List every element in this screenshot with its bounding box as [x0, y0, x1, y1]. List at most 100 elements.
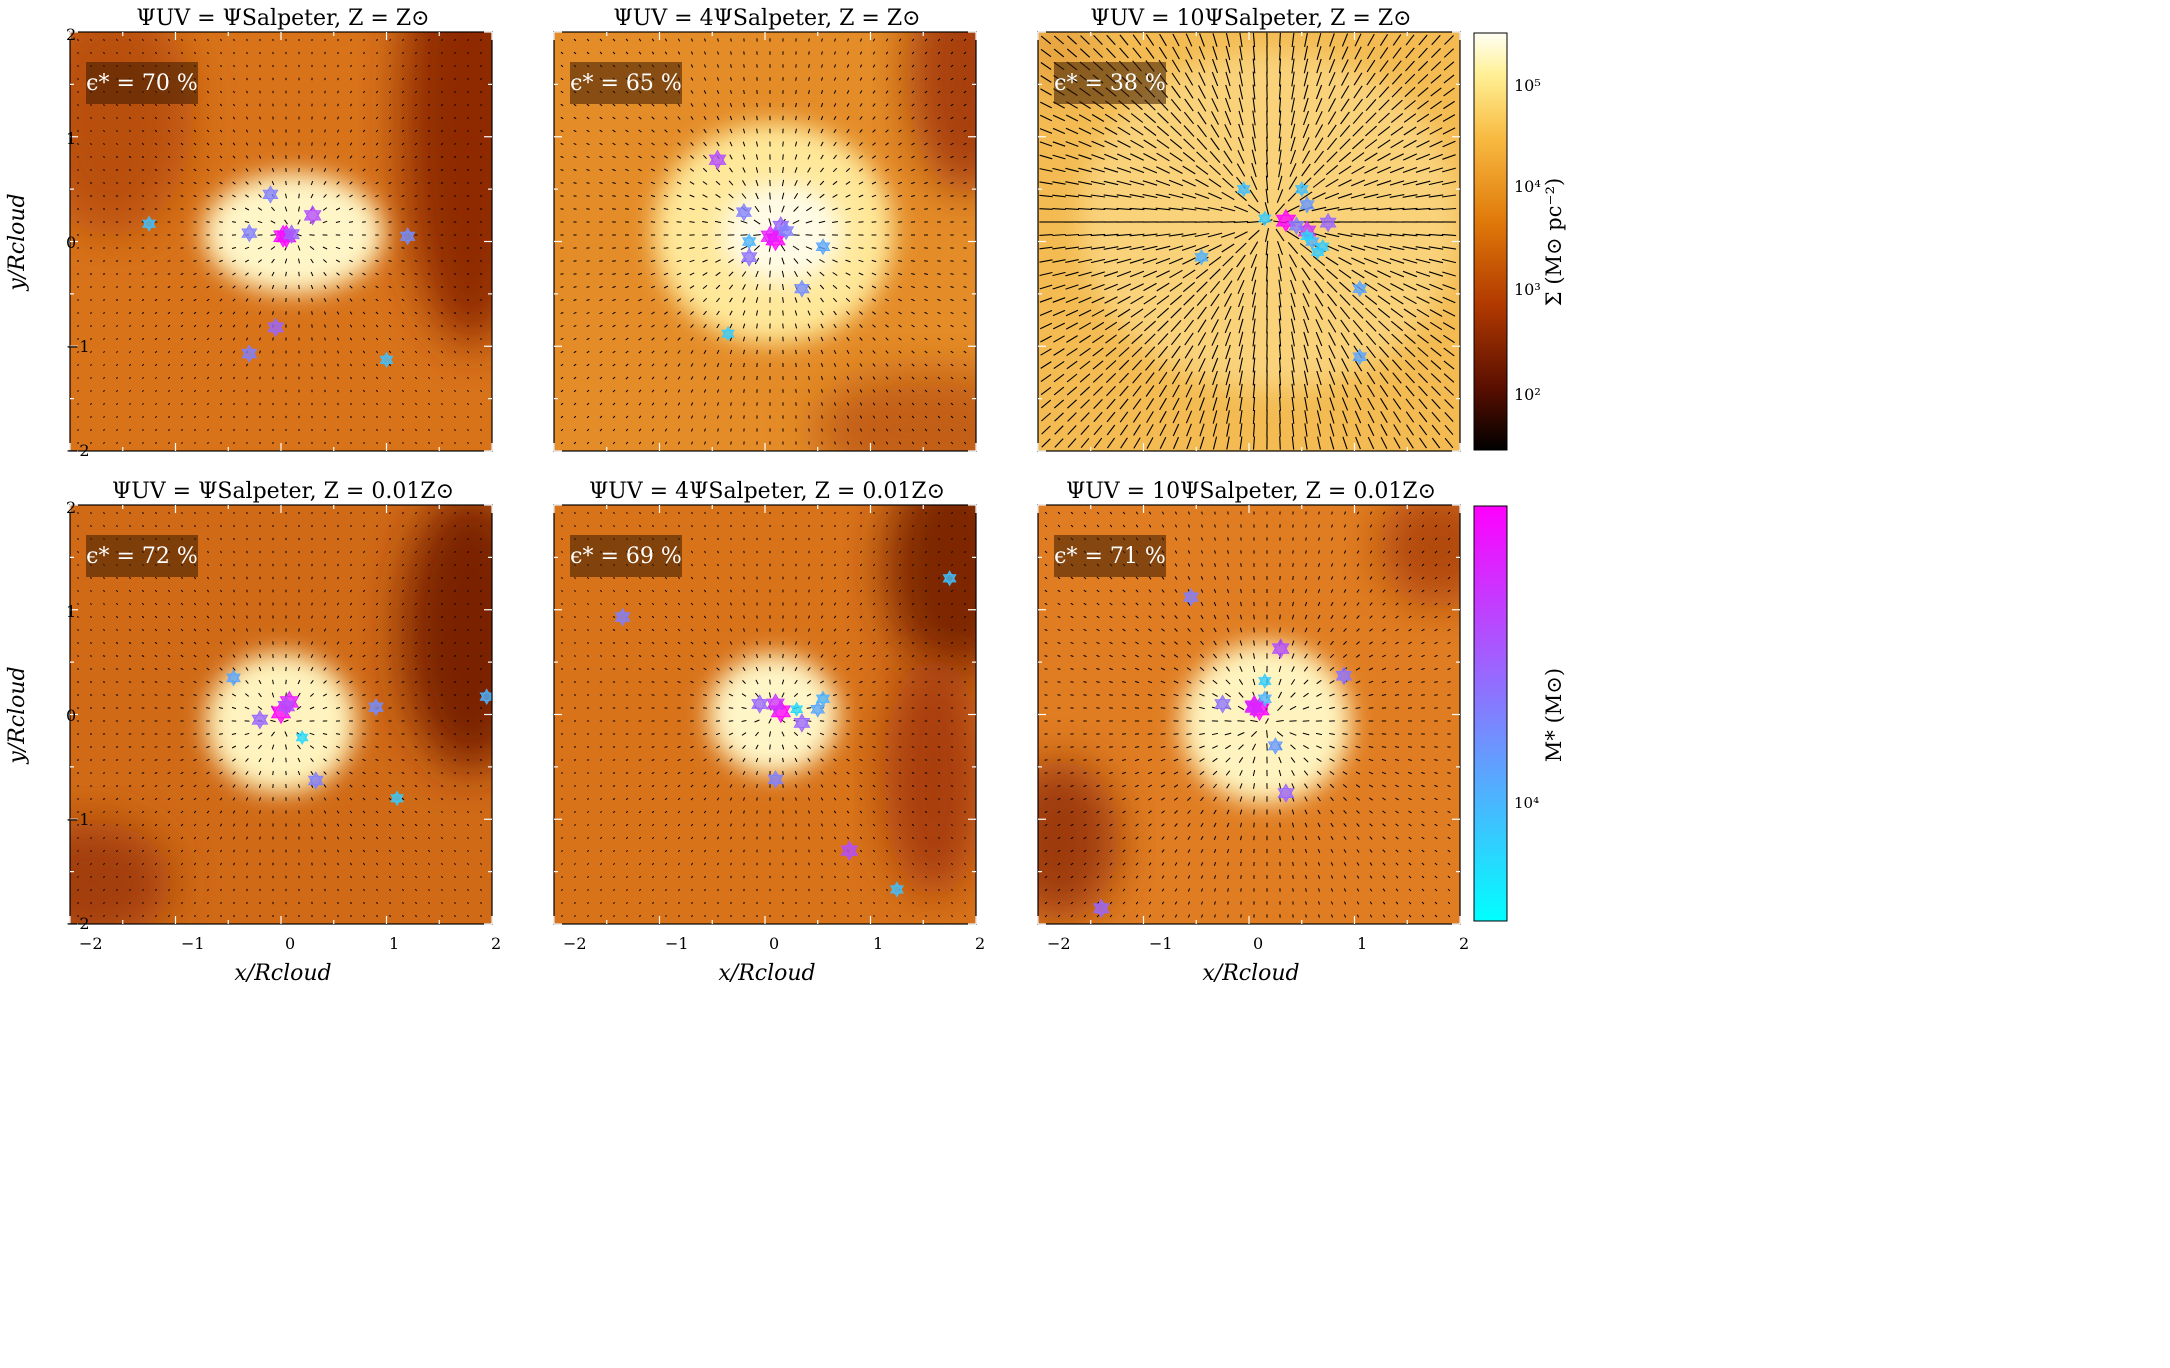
velocity-vector [1389, 166, 1405, 174]
velocity-vector [859, 694, 863, 696]
velocity-vector [206, 641, 210, 645]
velocity-vector [466, 876, 470, 878]
velocity-vector [560, 376, 564, 380]
velocity-vector [1093, 424, 1103, 436]
velocity-vector [1239, 58, 1243, 74]
velocity-vector [414, 888, 418, 892]
velocity-vector [651, 350, 655, 354]
velocity-vector [1130, 308, 1144, 318]
velocity-vector [924, 590, 928, 592]
velocity-vector [1239, 32, 1243, 48]
velocity-vector [218, 733, 224, 735]
velocity-vector [1429, 113, 1443, 123]
velocity-vector [1328, 71, 1336, 87]
velocity-vector [782, 141, 784, 147]
velocity-vector [1324, 192, 1340, 200]
velocity-vector [193, 350, 197, 354]
velocity-vector [206, 376, 210, 380]
velocity-vector [350, 402, 352, 406]
velocity-vector [743, 89, 745, 95]
velocity-vector [1417, 73, 1429, 85]
velocity-vector [1415, 180, 1431, 186]
velocity-vector [207, 415, 209, 419]
velocity-vector [349, 116, 353, 120]
velocity-vector [1365, 112, 1377, 124]
velocity-vector [846, 103, 850, 107]
velocity-vector [414, 64, 418, 68]
velocity-vector [375, 272, 379, 276]
velocity-vector [388, 771, 392, 775]
velocity-vector [729, 615, 733, 619]
velocity-vector [270, 731, 276, 737]
velocity-vector [154, 681, 158, 683]
velocity-vector [259, 337, 261, 341]
velocity-vector [401, 77, 405, 81]
velocity-vector [1265, 188, 1269, 204]
velocity-vector [89, 850, 93, 852]
velocity-vector [401, 654, 405, 658]
velocity-vector [89, 889, 93, 891]
velocity-vector [1313, 268, 1325, 280]
velocity-vector [362, 129, 366, 133]
velocity-vector [1252, 84, 1256, 100]
velocity-vector [1198, 72, 1206, 86]
velocity-vector [1091, 271, 1105, 277]
velocity-vector [310, 757, 314, 763]
velocity-vector [806, 271, 812, 277]
velocity-vector [1327, 111, 1337, 125]
velocity-vector [90, 52, 92, 54]
velocity-vector [924, 441, 928, 445]
velocity-vector [441, 402, 443, 406]
velocity-vector [1226, 410, 1230, 424]
velocity-vector [1066, 335, 1078, 343]
velocity-vector [1303, 58, 1309, 74]
velocity-vector [466, 403, 470, 405]
velocity-vector [884, 208, 890, 210]
velocity-vector [232, 324, 236, 328]
velocity-vector [440, 785, 444, 787]
velocity-vector [102, 772, 106, 774]
velocity-vector [1211, 84, 1219, 100]
velocity-vector [441, 524, 443, 528]
velocity-vector [743, 389, 745, 393]
velocity-vector [938, 511, 940, 515]
velocity-vector [258, 770, 262, 776]
velocity-vector [560, 299, 564, 301]
velocity-vector [924, 550, 928, 554]
velocity-vector [466, 117, 470, 119]
velocity-vector [193, 168, 197, 172]
velocity-vector [154, 116, 158, 120]
velocity-vector [180, 836, 184, 840]
velocity-vector [1194, 232, 1210, 238]
velocity-vector [167, 311, 171, 315]
velocity-vector [1278, 331, 1282, 347]
velocity-vector [832, 246, 838, 250]
velocity-vector [963, 299, 967, 301]
velocity-vector [363, 901, 365, 905]
velocity-vector [141, 862, 145, 866]
velocity-vector [297, 666, 301, 672]
velocity-vector [898, 415, 902, 419]
velocity-vector [560, 103, 564, 107]
velocity-vector [194, 51, 196, 55]
velocity-vector [599, 142, 603, 146]
velocity-vector [206, 823, 210, 827]
velocity-vector [246, 402, 248, 406]
velocity-vector [1052, 194, 1066, 198]
velocity-vector [1054, 438, 1064, 448]
velocity-vector [963, 169, 967, 171]
velocity-vector [716, 128, 720, 134]
velocity-vector [363, 64, 365, 68]
velocity-vector [676, 181, 682, 185]
velocity-vector [1339, 306, 1351, 320]
velocity-vector [206, 849, 210, 853]
velocity-vector [716, 349, 720, 355]
velocity-vector [937, 103, 941, 107]
velocity-vector [820, 310, 824, 316]
velocity-vector [401, 862, 405, 866]
velocity-vector [206, 103, 210, 107]
velocity-vector [871, 155, 877, 159]
velocity-vector [859, 745, 863, 749]
velocity-vector [454, 524, 456, 528]
velocity-vector [272, 757, 274, 763]
